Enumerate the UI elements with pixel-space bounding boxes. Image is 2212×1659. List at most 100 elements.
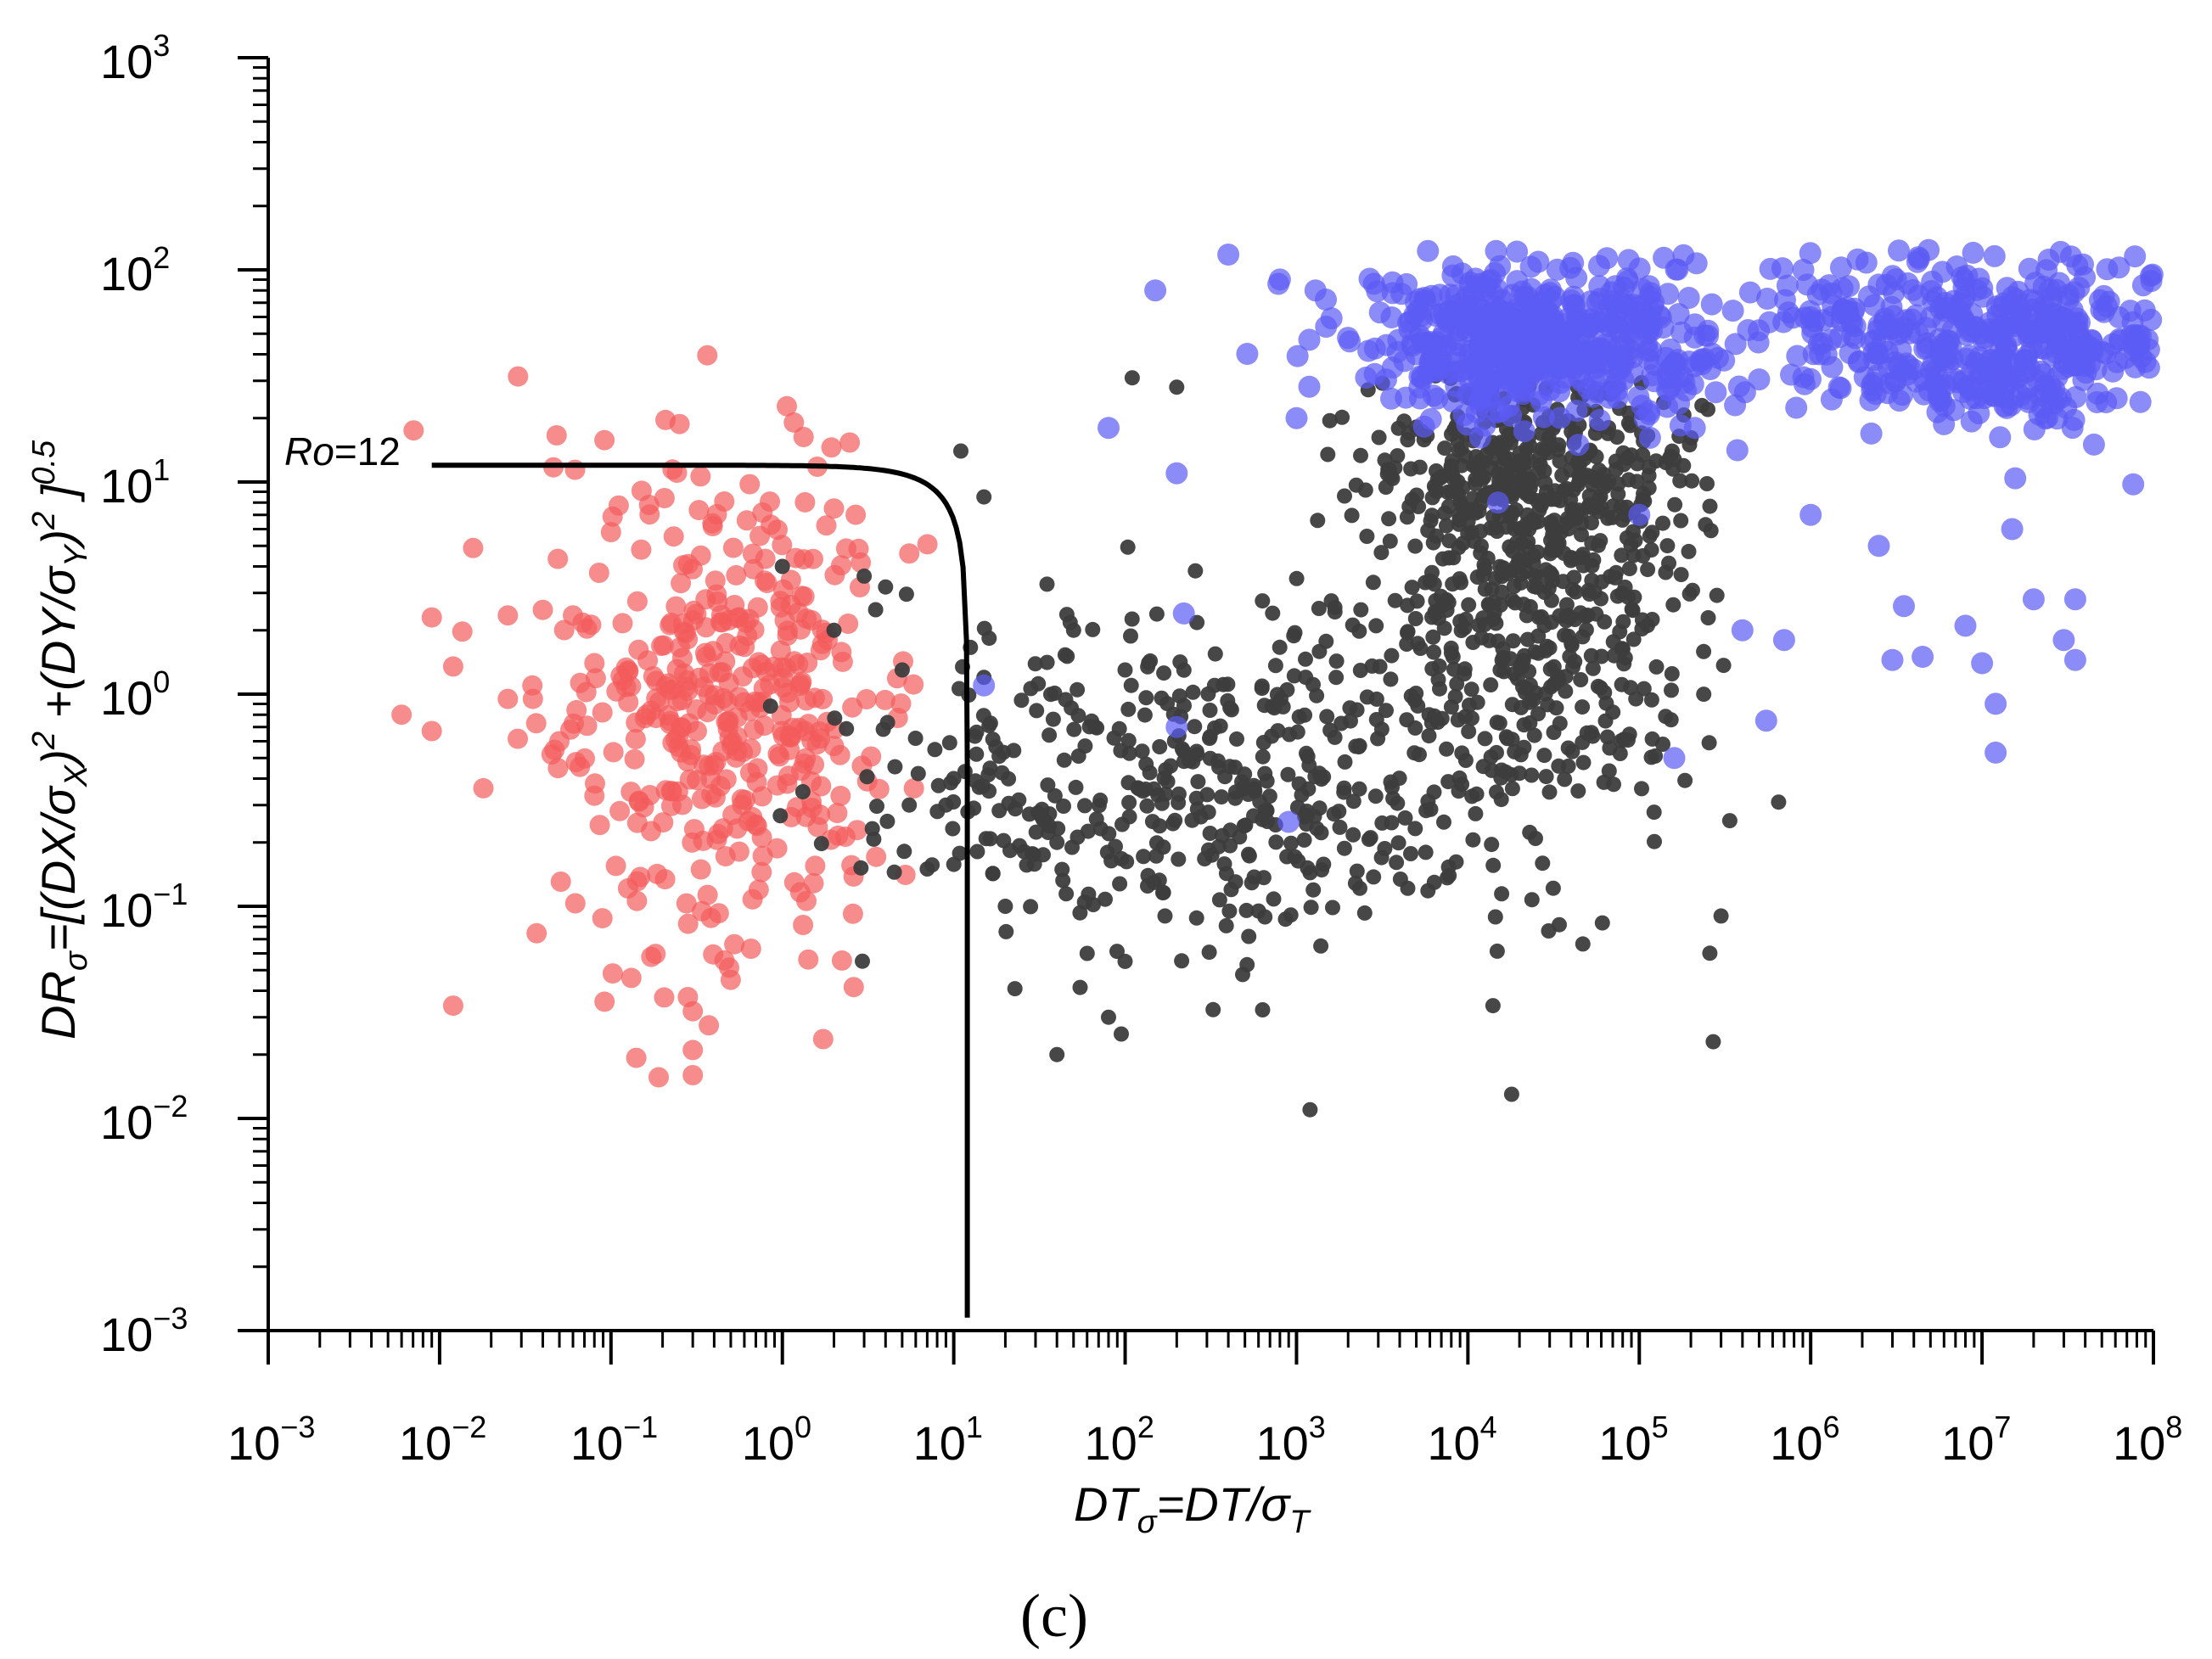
data-point [705, 787, 726, 808]
data-point [2018, 257, 2041, 280]
data-point [1614, 547, 1630, 563]
data-point [1433, 470, 1448, 486]
data-point [1432, 681, 1447, 697]
data-point [1621, 561, 1637, 577]
data-point [1443, 484, 1459, 500]
data-point [1417, 239, 1440, 262]
data-point [1156, 665, 1172, 681]
data-point [1244, 875, 1260, 891]
data-point [1754, 709, 1777, 732]
data-point [973, 674, 996, 697]
data-point [1374, 815, 1390, 831]
data-point [1171, 688, 1187, 704]
data-point [1774, 289, 1796, 311]
data-point [1214, 789, 1229, 805]
data-point [1277, 911, 1294, 928]
data-point [811, 776, 832, 797]
data-point [1896, 272, 1919, 294]
data-point [756, 573, 778, 593]
data-point [2004, 467, 2027, 490]
data-point [1443, 460, 1459, 476]
data-point [1002, 843, 1018, 859]
x-tick-base: 10 [2113, 1416, 2165, 1470]
data-point [1700, 293, 1723, 316]
data-point [1436, 620, 1452, 636]
data-point [810, 804, 831, 826]
data-point [1564, 637, 1580, 653]
data-point [1960, 410, 1983, 433]
data-point [1444, 426, 1459, 442]
data-point [831, 950, 852, 971]
data-point [751, 861, 772, 883]
data-point [1475, 759, 1491, 775]
data-point [1817, 274, 1840, 297]
data-point [1684, 473, 1700, 489]
data-point [1726, 439, 1749, 462]
data-point [952, 681, 967, 697]
data-point [2074, 362, 2097, 384]
data-point [788, 602, 809, 623]
data-point [1490, 633, 1506, 649]
data-point [2082, 433, 2105, 456]
data-point [1345, 793, 1361, 810]
data-point [811, 619, 833, 641]
data-point [1302, 865, 1318, 881]
data-point [1404, 580, 1420, 596]
data-point [1713, 908, 1729, 924]
x-tick-base: 10 [742, 1416, 794, 1470]
data-point [1552, 715, 1568, 731]
data-point [1846, 248, 1869, 271]
data-point [1265, 605, 1281, 621]
data-point [2035, 407, 2057, 430]
data-point [690, 466, 711, 487]
data-point [603, 742, 624, 763]
data-point [2096, 258, 2119, 281]
x-title-main: DT [1074, 1477, 1140, 1531]
data-point [1373, 545, 1390, 561]
data-point [1235, 967, 1250, 983]
data-point [1486, 491, 1509, 514]
data-point [1462, 282, 1485, 305]
data-point [812, 1028, 834, 1050]
data-point [1345, 827, 1361, 843]
data-point [1886, 323, 1909, 346]
data-point [1407, 538, 1423, 554]
data-point [606, 681, 627, 702]
y-title-p5-sup: 2 [26, 512, 62, 530]
data-point [1476, 557, 1492, 573]
data-point [1352, 880, 1367, 896]
data-point [1390, 835, 1406, 851]
data-point [605, 855, 626, 877]
data-point [1594, 915, 1610, 931]
data-point [682, 1000, 704, 1022]
data-point [1881, 648, 1904, 671]
data-point [1313, 938, 1329, 954]
data-point [403, 420, 424, 441]
data-point [1426, 784, 1442, 800]
data-point [740, 939, 761, 959]
data-point [708, 903, 729, 924]
data-point [1172, 602, 1195, 625]
data-point [869, 799, 884, 815]
data-point [677, 751, 698, 772]
data-point [839, 432, 861, 453]
data-point [1237, 766, 1253, 782]
data-point [1087, 719, 1103, 735]
data-point [1848, 350, 1871, 373]
data-point [953, 443, 968, 459]
data-point [1705, 1034, 1721, 1050]
data-point [1477, 731, 1493, 747]
data-point [1028, 824, 1044, 840]
data-point [1673, 567, 1689, 583]
data-point [1476, 469, 1492, 485]
data-point [1457, 709, 1474, 725]
data-point [1646, 804, 1662, 821]
data-point [816, 515, 837, 536]
data-point [1151, 872, 1167, 888]
data-point [1222, 838, 1238, 854]
data-point [1641, 480, 1657, 496]
data-point [1323, 593, 1339, 609]
data-point [608, 495, 629, 516]
